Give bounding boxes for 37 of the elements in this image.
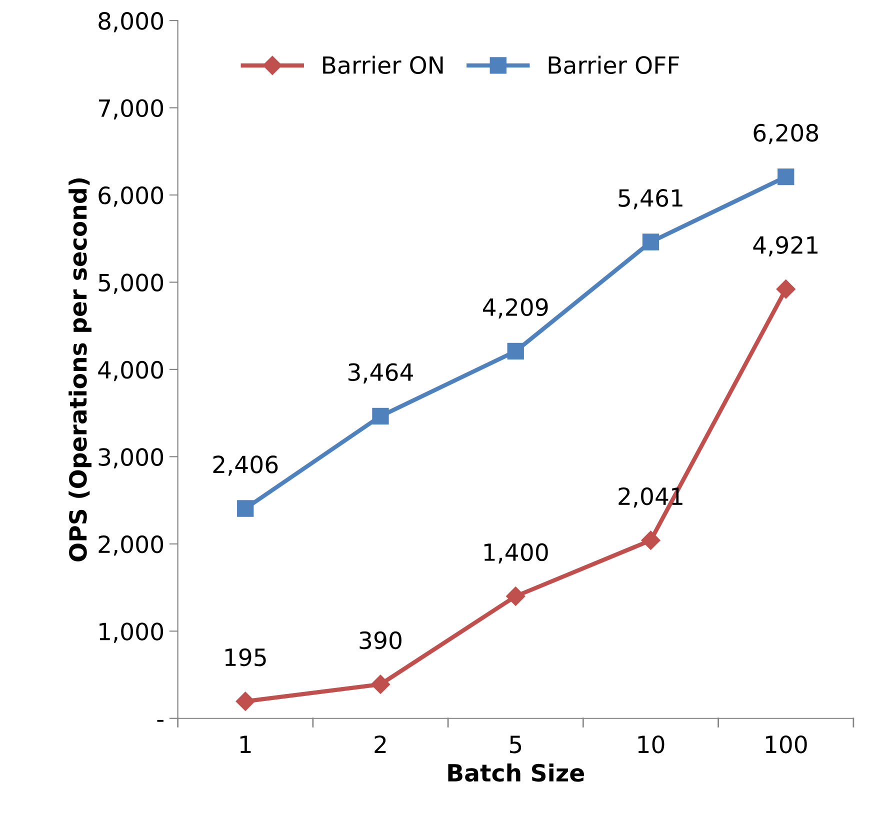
point (370, 674, 390, 694)
data-label: 4,921 (753, 236, 818, 256)
point (778, 168, 794, 186)
x-tick-label: 2 (374, 735, 386, 753)
legend-label: Barrier ON (323, 56, 443, 74)
x-tick-label: 100 (766, 735, 807, 754)
data-label: 5,461 (618, 189, 682, 210)
data-label: 6,208 (754, 124, 818, 144)
y-tick-label: 2,000 (98, 535, 164, 556)
y-tick-label: - (157, 720, 164, 722)
x-axis-title: Batch Size (448, 763, 584, 782)
legend-label: Barrier OFF (548, 56, 679, 74)
point (236, 692, 255, 711)
point (641, 530, 660, 550)
y-tick-label: 8,000 (98, 12, 164, 32)
y-tick-label: 1,000 (100, 622, 164, 643)
data-label: 3,464 (348, 363, 413, 384)
data-label: 4,209 (482, 298, 548, 318)
y-tick-label: 5,000 (98, 274, 164, 294)
x-tick-label: 10 (638, 735, 664, 754)
point (372, 408, 389, 425)
y-tick-label: 6,000 (98, 186, 164, 207)
x-tick-label: 5 (510, 736, 522, 754)
data-label: 195 (225, 648, 266, 666)
y-tick-label: 3,000 (98, 448, 164, 468)
point (506, 586, 526, 606)
x-tick-label: 1 (240, 736, 251, 753)
y-axis-title: OPS (Operations per second) (68, 178, 92, 562)
point (507, 342, 524, 360)
data-label: 1,400 (484, 543, 548, 564)
y-tick-label: 7,000 (98, 99, 164, 120)
data-label: 2,406 (213, 456, 278, 476)
point (237, 500, 254, 517)
data-label: 390 (360, 631, 402, 650)
point (776, 280, 796, 299)
point (642, 234, 660, 250)
y-tick-label: 4,000 (98, 360, 164, 382)
